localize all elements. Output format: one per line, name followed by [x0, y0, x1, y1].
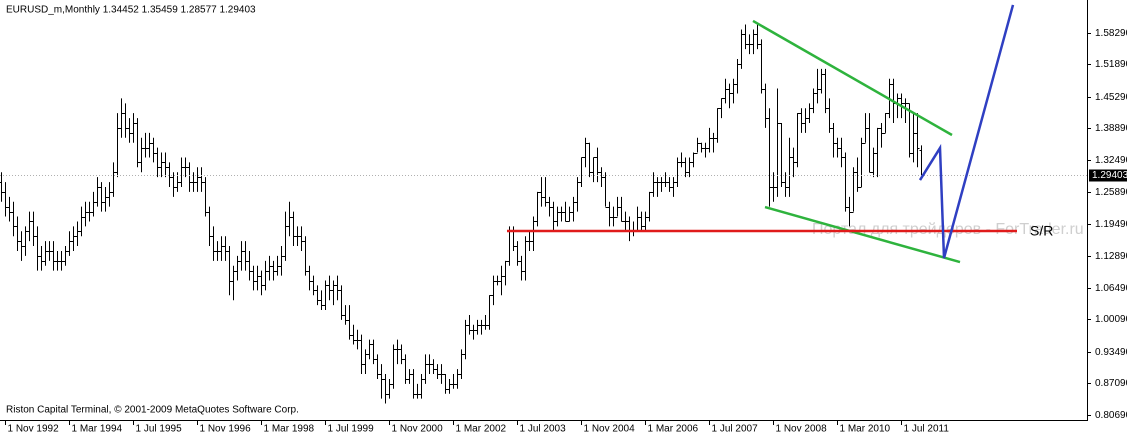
y-tick-label: 1.32490: [1095, 155, 1127, 166]
y-tick-label: 1.12890: [1095, 251, 1127, 262]
x-tick-label: 1 Nov 2000: [392, 424, 444, 435]
y-tick-label: 1.38890: [1095, 123, 1127, 134]
watermark: Портал для трейдеров - ForTrader.ru: [812, 221, 1084, 238]
x-tick-label: 1 Jul 1999: [328, 424, 375, 435]
drawing-line: [752, 19, 953, 137]
price-box: [1089, 169, 1127, 182]
footer: Riston Capital Terminal, © 2001-2009 Met…: [6, 405, 299, 416]
x-tick-label: 1 Mar 2006: [648, 424, 699, 435]
x-tick-label: 1 Nov 1996: [200, 424, 252, 435]
y-tick-label: 1.19490: [1095, 219, 1127, 230]
sr-label: S/R: [1030, 223, 1053, 239]
chart-title: EURUSD_m,Monthly 1.34452 1.35459 1.28577…: [6, 5, 256, 16]
x-tick-label: 1 Mar 1994: [72, 424, 123, 435]
x-tick-label: 1 Jul 2007: [712, 424, 759, 435]
x-tick-label: 1 Nov 2004: [584, 424, 636, 435]
price-label: 1.29403: [1092, 170, 1127, 181]
y-tick-label: 1.06490: [1095, 283, 1127, 294]
x-tick-label: 1 Nov 2008: [776, 424, 828, 435]
x-tick-label: 1 Mar 2002: [456, 424, 507, 435]
y-tick-label: 1.58290: [1095, 28, 1127, 39]
y-tick-label: 1.51890: [1095, 59, 1127, 70]
y-tick-label: 1.45290: [1095, 92, 1127, 103]
drawing-line: [918, 4, 1015, 259]
x-tick-label: 1 Mar 2010: [840, 424, 891, 435]
x-tick-label: 1 Mar 1998: [264, 424, 315, 435]
y-tick-label: 0.80690: [1095, 410, 1127, 421]
y-tick-label: 1.25890: [1095, 187, 1127, 198]
x-tick-label: 1 Jul 2011: [904, 424, 950, 435]
drawing-line: [764, 205, 961, 264]
x-tick-label: 1 Jul 1995: [136, 424, 183, 435]
x-tick-label: 1 Nov 1992: [8, 424, 60, 435]
x-tick-label: 1 Jul 2003: [520, 424, 567, 435]
